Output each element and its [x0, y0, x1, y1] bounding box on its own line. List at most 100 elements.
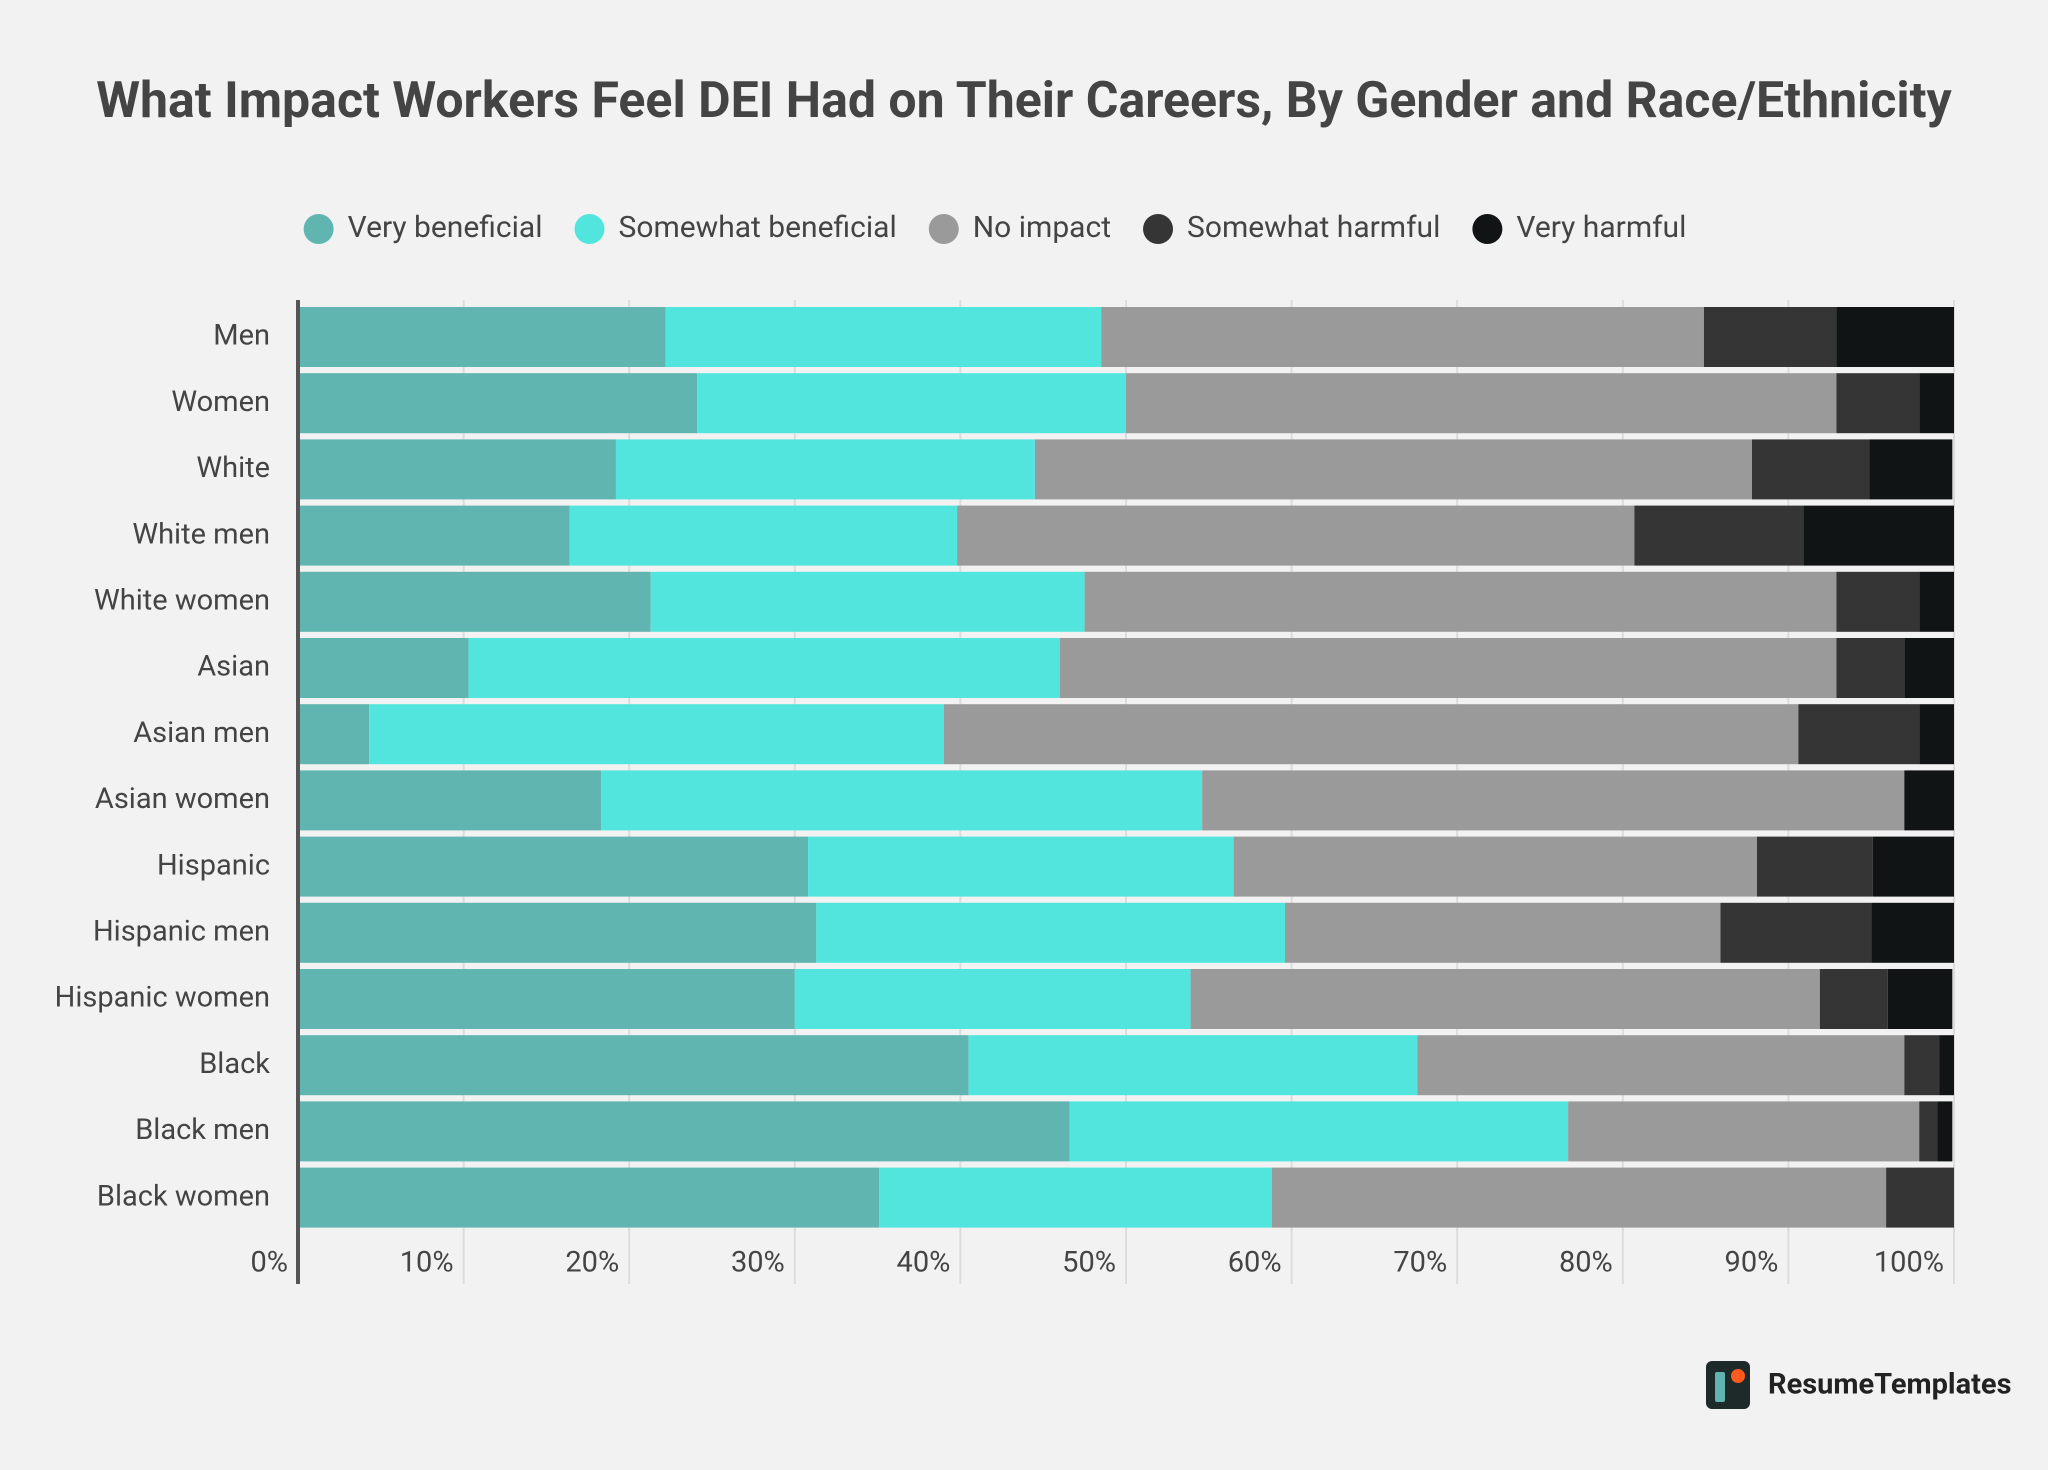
bar-segment — [1101, 307, 1704, 367]
bar-segment — [1720, 902, 1872, 963]
y-tick-label: Women — [171, 385, 270, 419]
y-tick-label: White — [196, 451, 270, 485]
legend-label: Somewhat beneficial — [619, 210, 897, 245]
y-tick-label: Black women — [97, 1179, 270, 1213]
y-tick-label: Asian women — [95, 782, 270, 816]
y-tick-label: Asian men — [133, 716, 270, 750]
bar-segment — [298, 969, 795, 1029]
bar-segment — [1751, 439, 1870, 500]
legend-item: Very beneficial — [303, 210, 543, 245]
bar-segment — [1904, 770, 1954, 831]
bar-segment — [1202, 770, 1905, 831]
x-tick-label: 70% — [1393, 1246, 1447, 1280]
y-tick-label: White men — [132, 517, 270, 551]
bar-segment — [1803, 505, 1954, 566]
y-tick-label: Hispanic — [157, 848, 270, 882]
bar-segment — [1836, 571, 1920, 632]
legend-marker — [1472, 214, 1503, 244]
bar-segment — [1084, 571, 1837, 632]
y-tick-label: Black men — [135, 1113, 270, 1147]
legend-label: Very harmful — [1516, 210, 1686, 245]
bar-segment — [1871, 902, 1954, 963]
bar-segment — [298, 704, 370, 765]
bar-segment — [1756, 836, 1873, 897]
y-tick-label: Hispanic women — [55, 981, 270, 1015]
bar-segment — [468, 638, 1060, 698]
bar-segment — [1919, 571, 1954, 632]
bar-segment — [1034, 439, 1752, 500]
bar-segment — [957, 505, 1635, 566]
legend-item: Very harmful — [1472, 210, 1686, 245]
bar-segment — [1836, 638, 1905, 698]
bar-segment — [1126, 373, 1837, 434]
x-tick-label: 0% — [250, 1246, 288, 1280]
legend-marker — [574, 214, 605, 244]
bar-segment — [1568, 1101, 1920, 1162]
bar-segment — [1271, 1167, 1887, 1228]
bar-segment — [1939, 1035, 1954, 1096]
bar-segment — [615, 439, 1035, 500]
bar-segment — [697, 373, 1126, 434]
legend-item: No impact — [928, 210, 1111, 245]
bar-segment — [298, 902, 817, 963]
bar-segment — [298, 505, 570, 566]
legend-marker — [1143, 214, 1174, 244]
bar-segment — [943, 704, 1799, 765]
bar-segment — [1284, 902, 1721, 963]
bar-segment — [1233, 836, 1757, 897]
bar-segment — [1059, 638, 1837, 698]
y-tick-label: Asian — [197, 650, 270, 684]
bar-segment — [1887, 969, 1953, 1029]
bar-segment — [1798, 704, 1920, 765]
bar-segment — [298, 836, 809, 897]
bar-segment — [298, 307, 666, 367]
bar-segment — [601, 770, 1203, 831]
x-tick-label: 80% — [1559, 1246, 1613, 1280]
brand-logo — [1706, 1361, 1750, 1409]
bar-segment — [1886, 1167, 1954, 1228]
bar-segment — [569, 505, 958, 566]
x-tick-label: 90% — [1725, 1246, 1779, 1280]
bar-segment — [1069, 1101, 1569, 1162]
x-tick-label: 60% — [1228, 1246, 1282, 1280]
bar-segment — [1904, 638, 1954, 698]
bar-segment — [1937, 1101, 1953, 1162]
bar-segment — [298, 439, 616, 500]
bar-segment — [1904, 1035, 1940, 1096]
bar-segment — [794, 969, 1191, 1029]
bar-segment — [1417, 1035, 1905, 1096]
bar-segment — [1703, 307, 1837, 367]
legend-marker — [303, 214, 334, 244]
bar-segment — [879, 1167, 1272, 1228]
bar-segment — [298, 373, 698, 434]
y-tick-label: White women — [94, 583, 270, 617]
chart-title: What Impact Workers Feel DEI Had on Thei… — [96, 72, 1952, 130]
x-tick-label: 20% — [565, 1246, 619, 1280]
y-tick-label: Men — [213, 319, 270, 353]
bar-segment — [298, 1167, 880, 1228]
bar-segment — [665, 307, 1102, 367]
bar-segment — [369, 704, 944, 765]
bar-segment — [1190, 969, 1820, 1029]
bar-segment — [1634, 505, 1804, 566]
x-tick-label: 100% — [1874, 1246, 1944, 1280]
bar-segment — [298, 638, 469, 698]
x-tick-label: 10% — [400, 1246, 454, 1280]
y-tick-label: Black — [199, 1047, 270, 1081]
bar-segment — [968, 1035, 1418, 1096]
bar-segment — [650, 571, 1085, 632]
bar-segment — [1869, 439, 1953, 500]
x-tick-label: 30% — [731, 1246, 785, 1280]
bar-segment — [808, 836, 1234, 897]
bar-segment — [1819, 969, 1888, 1029]
y-tick-label: Hispanic men — [93, 914, 270, 948]
bar-segment — [298, 571, 651, 632]
bar-segment — [1919, 704, 1954, 765]
legend-marker — [928, 214, 959, 244]
bar-segment — [298, 1101, 1070, 1162]
bar-segment — [1872, 836, 1954, 897]
bar-segment — [1836, 373, 1920, 434]
legend-item: Somewhat beneficial — [574, 210, 897, 245]
bar-segment — [816, 902, 1285, 963]
